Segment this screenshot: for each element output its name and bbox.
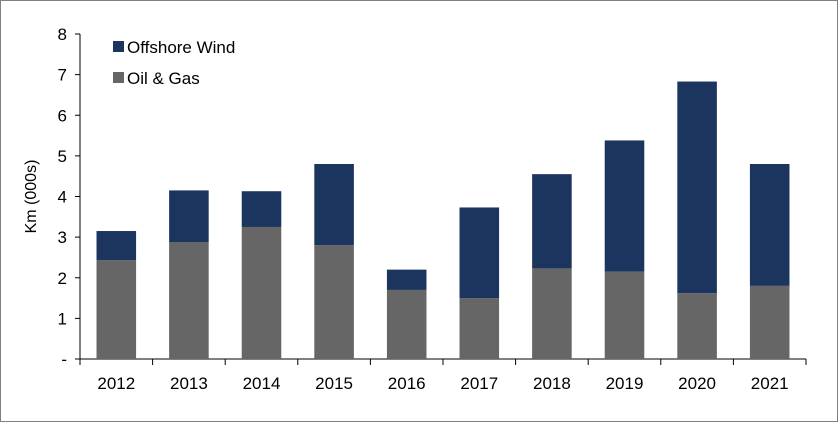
y-tick-label: 2 <box>58 269 67 288</box>
legend-swatch <box>113 72 124 83</box>
y-axis: - 1 2 3 4 5 6 7 8 <box>58 25 81 369</box>
bar-oil-gas-2020 <box>677 293 717 359</box>
bar-oil-gas-2015 <box>314 245 354 359</box>
y-tick-label: 4 <box>58 188 67 207</box>
bar-offshore-wind-2014 <box>241 191 282 227</box>
bar-offshore-wind-2018 <box>532 174 572 269</box>
bar-offshore-wind-2020 <box>677 81 717 294</box>
legend-swatch <box>113 41 124 52</box>
x-tick-label: 2014 <box>243 374 281 393</box>
y-tick-label: 1 <box>58 309 67 328</box>
bar-oil-gas-2019 <box>604 271 645 359</box>
bar-oil-gas-2016 <box>386 289 427 359</box>
x-tick-label: 2020 <box>678 374 716 393</box>
bar-offshore-wind-2015 <box>314 164 354 246</box>
bar-offshore-wind-2021 <box>749 164 790 286</box>
y-tick-label: 6 <box>58 106 67 125</box>
legend-label: Offshore Wind <box>127 38 235 57</box>
x-tick-label: 2016 <box>388 374 426 393</box>
y-tick-label: 8 <box>58 25 67 44</box>
x-tick-label: 2017 <box>460 374 498 393</box>
bar-oil-gas-2017 <box>459 298 500 359</box>
bar-oil-gas-2014 <box>241 226 282 359</box>
bar-offshore-wind-2012 <box>96 231 137 261</box>
legend: Offshore Wind Oil & Gas <box>113 38 235 88</box>
bar-oil-gas-2012 <box>96 260 137 359</box>
x-tick-label: 2019 <box>606 374 644 393</box>
legend-label: Oil & Gas <box>127 69 200 88</box>
x-tick-label: 2018 <box>533 374 571 393</box>
x-tick-label: 2015 <box>315 374 353 393</box>
y-tick-label: 3 <box>58 228 67 247</box>
y-axis-title: Km (000s) <box>23 160 40 234</box>
bar-offshore-wind-2019 <box>604 140 645 272</box>
y-tick-label: 5 <box>58 147 67 166</box>
x-axis: 2012 2013 2014 2015 2016 2017 2018 2019 2020 2021 <box>79 358 807 393</box>
x-tick-label: 2021 <box>751 374 789 393</box>
x-tick-label: 2013 <box>170 374 208 393</box>
bar-oil-gas-2018 <box>532 268 572 359</box>
y-tick-label: - <box>61 350 67 369</box>
bars <box>96 81 790 359</box>
y-tick-label: 7 <box>58 66 67 85</box>
bar-oil-gas-2013 <box>169 242 209 359</box>
bar-oil-gas-2021 <box>749 285 790 359</box>
bar-offshore-wind-2016 <box>386 269 427 290</box>
x-tick-label: 2012 <box>97 374 135 393</box>
bar-offshore-wind-2017 <box>459 207 500 299</box>
bar-offshore-wind-2013 <box>169 190 209 242</box>
